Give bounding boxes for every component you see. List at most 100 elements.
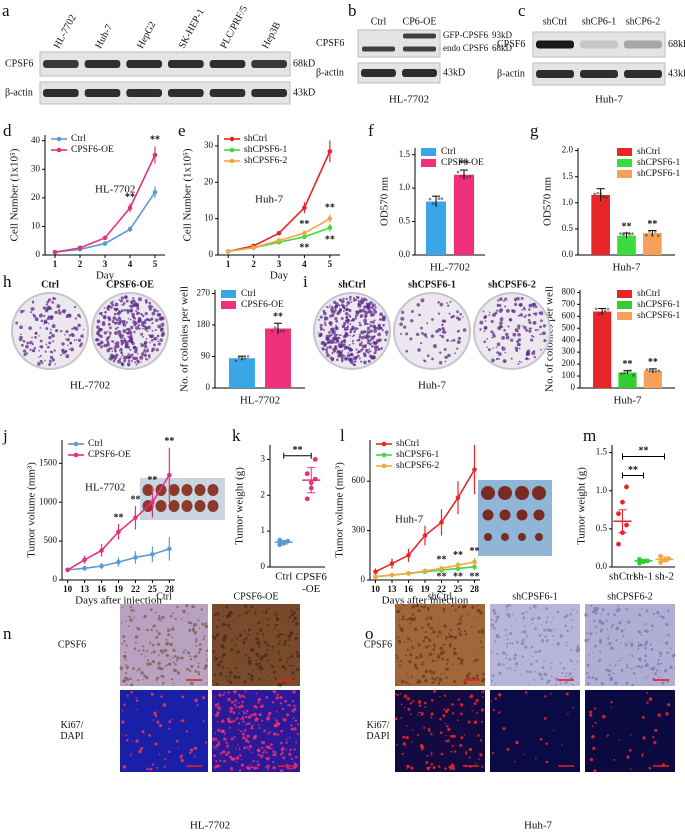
stained-cell bbox=[656, 610, 660, 615]
colony bbox=[64, 349, 68, 353]
colony bbox=[133, 330, 136, 334]
stained-cell bbox=[274, 753, 277, 756]
stained-cell bbox=[213, 639, 215, 641]
stained-cell bbox=[406, 697, 411, 701]
colony bbox=[368, 342, 372, 346]
stained-cell bbox=[445, 740, 448, 743]
colony bbox=[113, 312, 117, 316]
colony bbox=[351, 335, 354, 338]
stained-cell bbox=[456, 719, 459, 722]
colony bbox=[508, 318, 513, 322]
colony bbox=[517, 324, 521, 328]
stained-cell bbox=[650, 624, 654, 628]
colony bbox=[369, 324, 373, 328]
colony bbox=[364, 312, 367, 316]
x-tick-label: 5 bbox=[153, 259, 158, 269]
colony bbox=[346, 326, 349, 329]
colony bbox=[50, 328, 52, 331]
colony bbox=[483, 325, 488, 330]
colony bbox=[152, 321, 154, 324]
stained-cell bbox=[481, 690, 485, 694]
stained-cell bbox=[437, 682, 441, 685]
colony bbox=[320, 329, 322, 331]
colony bbox=[130, 340, 134, 344]
stained-cell bbox=[614, 664, 617, 667]
colony bbox=[345, 307, 349, 312]
stained-cell bbox=[406, 746, 408, 748]
colony bbox=[33, 314, 37, 318]
data-point bbox=[152, 152, 158, 158]
stained-cell bbox=[288, 752, 292, 756]
stained-cell bbox=[198, 647, 202, 651]
colony bbox=[338, 304, 341, 307]
colony bbox=[423, 333, 428, 337]
stained-cell bbox=[146, 662, 150, 666]
stained-cell bbox=[595, 632, 597, 635]
stained-cell bbox=[216, 711, 220, 715]
colony bbox=[496, 357, 499, 361]
colony bbox=[457, 317, 461, 321]
stained-cell bbox=[279, 753, 283, 756]
stained-cell bbox=[151, 643, 155, 647]
stained-cell bbox=[615, 609, 619, 613]
stained-cell bbox=[215, 760, 218, 763]
stained-cell bbox=[296, 608, 299, 611]
bar bbox=[617, 235, 636, 255]
colony bbox=[113, 355, 118, 360]
stained-cell bbox=[256, 748, 261, 753]
data-point bbox=[472, 564, 477, 570]
stained-cell bbox=[532, 604, 537, 608]
stained-cell bbox=[475, 698, 479, 703]
stained-cell bbox=[644, 659, 647, 663]
stained-cell bbox=[656, 662, 660, 666]
colony bbox=[145, 337, 148, 340]
colony bbox=[492, 312, 496, 317]
colony bbox=[54, 363, 56, 365]
y-tick-label: 400 bbox=[562, 334, 576, 344]
colony bbox=[358, 357, 361, 360]
stained-cell bbox=[596, 606, 600, 610]
colony bbox=[160, 322, 165, 327]
stained-cell bbox=[126, 694, 129, 697]
stained-cell bbox=[190, 681, 194, 686]
stained-cell bbox=[143, 614, 147, 619]
stained-cell bbox=[425, 604, 427, 607]
stained-cell bbox=[407, 707, 411, 711]
colony bbox=[364, 344, 367, 347]
stained-cell bbox=[156, 720, 160, 724]
stained-cell bbox=[417, 734, 419, 737]
stained-cell bbox=[615, 639, 618, 642]
colony bbox=[495, 346, 498, 349]
stained-cell bbox=[265, 609, 268, 611]
replicate-dot bbox=[632, 374, 635, 377]
stained-cell bbox=[619, 659, 622, 662]
colony bbox=[135, 363, 138, 366]
stained-cell bbox=[293, 607, 295, 609]
tumor bbox=[194, 484, 206, 496]
stained-cell bbox=[275, 710, 278, 713]
stained-cell bbox=[667, 608, 670, 611]
stained-cell bbox=[443, 708, 446, 711]
colony bbox=[352, 334, 356, 337]
colony bbox=[142, 314, 145, 318]
stained-cell bbox=[592, 652, 594, 654]
stained-cell bbox=[665, 622, 669, 627]
y-axis-label: OD570 nm bbox=[379, 176, 391, 226]
legend-marker bbox=[73, 441, 79, 447]
colony bbox=[456, 330, 460, 333]
colony bbox=[19, 335, 22, 338]
stained-cell bbox=[203, 635, 206, 638]
colony bbox=[532, 350, 536, 353]
colony bbox=[523, 315, 526, 319]
colony bbox=[517, 314, 520, 317]
colony bbox=[525, 357, 529, 361]
stained-cell bbox=[657, 713, 661, 717]
colony bbox=[330, 305, 334, 309]
data-point bbox=[422, 568, 428, 574]
stained-cell bbox=[424, 701, 427, 705]
stained-cell bbox=[258, 645, 261, 648]
stained-cell bbox=[601, 608, 605, 612]
stained-cell bbox=[214, 732, 217, 734]
colony bbox=[137, 319, 141, 324]
x-tick-label: 28 bbox=[470, 584, 480, 594]
